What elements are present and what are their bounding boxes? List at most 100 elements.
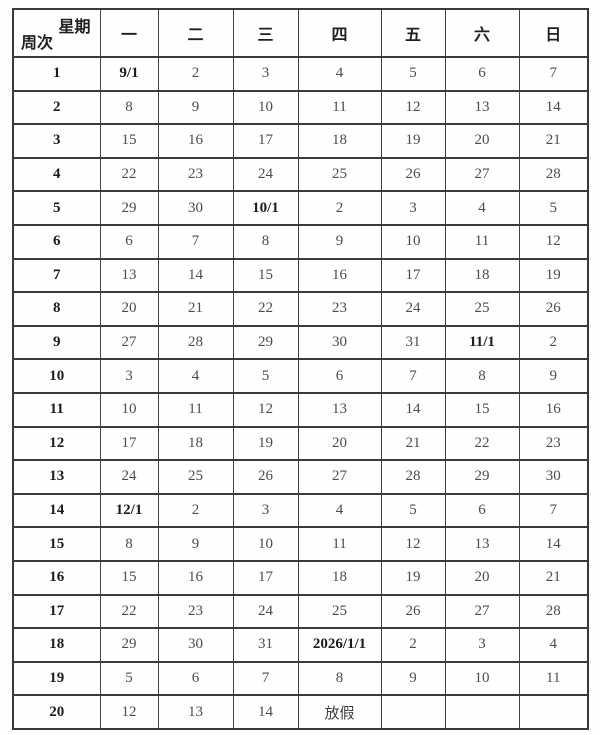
- week-number-cell: 2: [12, 90, 101, 125]
- date-cell: 17: [380, 258, 446, 293]
- date-cell: 22: [232, 291, 299, 327]
- weekday-axis-label: 星期: [58, 19, 91, 36]
- date-cell: 16: [157, 560, 234, 595]
- date-cell: 19: [380, 560, 446, 595]
- day-header-thursday: 四: [297, 8, 382, 58]
- date-cell: 28: [157, 325, 234, 360]
- date-cell: 15: [232, 258, 299, 293]
- date-cell: 29: [99, 627, 159, 663]
- date-cell: 30: [157, 190, 234, 226]
- date-cell: 13: [297, 392, 382, 428]
- date-cell: 29: [232, 325, 299, 360]
- date-cell: 14: [232, 694, 299, 730]
- date-cell: 3: [380, 190, 446, 226]
- date-cell: 24: [99, 459, 159, 495]
- date-cell: 27: [444, 594, 520, 629]
- date-cell: 14: [518, 526, 589, 562]
- date-cell: 4: [297, 493, 382, 528]
- day-header-friday: 五: [380, 8, 446, 58]
- date-cell: 10: [232, 90, 299, 125]
- date-cell: 26: [232, 459, 299, 495]
- date-cell: 25: [297, 594, 382, 629]
- week-number-cell: 4: [12, 157, 101, 192]
- semester-calendar-table: 星期 周次 一 二 三 四 五 六 日 1 9/1 2 3 4 5 6 7 2 8 9 10 11 12 1…: [12, 8, 589, 730]
- date-cell: 12: [232, 392, 299, 428]
- date-cell: 13: [99, 258, 159, 293]
- date-cell: 2: [157, 493, 234, 528]
- date-cell: 6: [99, 224, 159, 260]
- date-cell: 23: [157, 594, 234, 629]
- date-cell: 30: [157, 627, 234, 663]
- date-cell: 9: [157, 526, 234, 562]
- date-cell: 15: [444, 392, 520, 428]
- week-number-cell: 13: [12, 459, 101, 495]
- date-cell: 13: [157, 694, 234, 730]
- week-row: 2 8 9 10 11 12 13 14: [12, 90, 589, 125]
- day-header-tuesday: 二: [157, 8, 234, 58]
- date-cell: 19: [518, 258, 589, 293]
- date-cell: 22: [99, 594, 159, 629]
- date-cell: 14: [380, 392, 446, 428]
- date-cell: 27: [297, 459, 382, 495]
- week-number-cell: 17: [12, 594, 101, 629]
- date-cell: [444, 694, 520, 730]
- month-start-date-cell: 9/1: [99, 56, 159, 92]
- date-cell: 22: [99, 157, 159, 192]
- date-cell: 5: [380, 56, 446, 92]
- week-number-cell: 19: [12, 661, 101, 696]
- date-cell: [518, 694, 589, 730]
- date-cell: 8: [444, 358, 520, 394]
- date-cell: 9: [297, 224, 382, 260]
- week-number-cell: 18: [12, 627, 101, 663]
- date-cell: 30: [297, 325, 382, 360]
- month-start-date-cell: 12/1: [99, 493, 159, 528]
- date-cell: 2: [518, 325, 589, 360]
- date-cell: 27: [99, 325, 159, 360]
- date-cell: 12: [380, 526, 446, 562]
- week-row: 18 29 30 31 2026/1/1 2 3 4: [12, 627, 589, 663]
- date-cell: 9: [157, 90, 234, 125]
- date-cell: 16: [518, 392, 589, 428]
- week-row: 10 3 4 5 6 7 8 9: [12, 358, 589, 394]
- date-cell: 20: [297, 426, 382, 461]
- date-cell: 25: [157, 459, 234, 495]
- date-cell: 9: [380, 661, 446, 696]
- date-cell: 12: [99, 694, 159, 730]
- date-cell: 14: [518, 90, 589, 125]
- date-cell: 7: [518, 493, 589, 528]
- date-cell: 2: [297, 190, 382, 226]
- date-cell: 23: [157, 157, 234, 192]
- date-cell: 8: [297, 661, 382, 696]
- date-cell: 31: [380, 325, 446, 360]
- date-cell: 27: [444, 157, 520, 192]
- date-cell: 28: [380, 459, 446, 495]
- corner-header-cell: 星期 周次: [12, 8, 101, 58]
- week-number-cell: 7: [12, 258, 101, 293]
- date-cell: 16: [157, 123, 234, 159]
- day-header-monday: 一: [99, 8, 159, 58]
- week-row: 1 9/1 2 3 4 5 6 7: [12, 56, 589, 92]
- date-cell: 13: [444, 90, 520, 125]
- week-number-cell: 11: [12, 392, 101, 428]
- date-cell: 13: [444, 526, 520, 562]
- week-row: 9 27 28 29 30 31 11/1 2: [12, 325, 589, 360]
- date-cell: 3: [444, 627, 520, 663]
- date-cell: 16: [297, 258, 382, 293]
- date-cell: 2: [380, 627, 446, 663]
- date-cell: 10: [380, 224, 446, 260]
- date-cell: 4: [518, 627, 589, 663]
- date-cell: 6: [297, 358, 382, 394]
- header-row: 星期 周次 一 二 三 四 五 六 日: [12, 8, 589, 58]
- date-cell: 29: [444, 459, 520, 495]
- date-cell: 20: [444, 123, 520, 159]
- date-cell: 7: [232, 661, 299, 696]
- date-cell: 4: [157, 358, 234, 394]
- date-cell: 29: [99, 190, 159, 226]
- date-cell: 11: [297, 526, 382, 562]
- week-number-cell: 9: [12, 325, 101, 360]
- week-row: 15 8 9 10 11 12 13 14: [12, 526, 589, 562]
- date-cell: 5: [518, 190, 589, 226]
- holiday-label-cell: 放假: [297, 694, 382, 730]
- date-cell: 11: [297, 90, 382, 125]
- date-cell: 12: [380, 90, 446, 125]
